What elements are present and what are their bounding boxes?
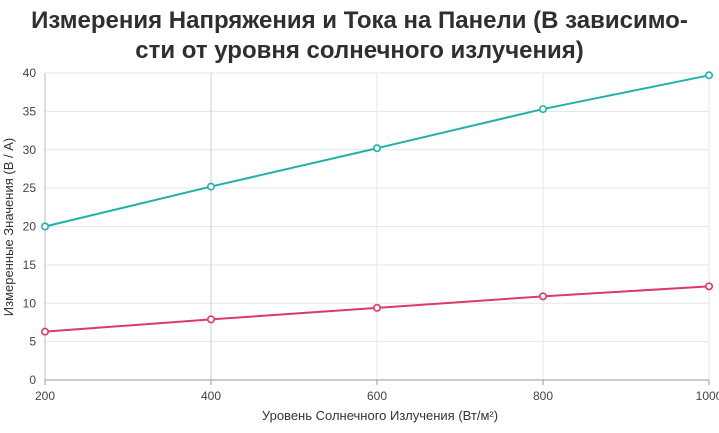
data-point-series-1 (538, 105, 547, 114)
data-point-series-2 (40, 327, 49, 336)
data-point-series-2 (372, 303, 381, 312)
y-tick-label: 5 (29, 335, 36, 349)
chart-title: Измерения Напряжения и Тока на Панели (В… (0, 6, 719, 66)
x-tick-label: 600 (367, 389, 387, 403)
grid-lines (44, 72, 710, 381)
y-tick-label: 30 (23, 143, 37, 157)
y-tick-label: 25 (23, 181, 37, 195)
data-point-series-2 (207, 315, 216, 324)
tick-labels: 0 5 10 15 20 25 30 35 40 200 400 600 800 1000 (23, 66, 719, 403)
y-tick-label: 10 (23, 296, 37, 310)
y-tick-label: 20 (23, 220, 37, 234)
y-tick-label: 0 (29, 373, 36, 387)
y-axis-label: Измеренные Значения (В / А) (1, 138, 16, 316)
data-point-series-1 (704, 71, 713, 80)
x-tick-label: 400 (201, 389, 221, 403)
data-point-series-1 (207, 182, 216, 191)
y-tick-label: 40 (23, 66, 37, 80)
x-axis-label: Уровень Солнечного Излучения (Вт/м²) (262, 408, 498, 423)
x-tick-label: 800 (533, 389, 553, 403)
y-tick-label: 15 (23, 258, 37, 272)
x-tick-label: 1000 (696, 389, 719, 403)
data-point-series-2 (704, 282, 713, 291)
data-point-series-1 (40, 222, 49, 231)
x-tick-label: 200 (35, 389, 55, 403)
y-tick-label: 35 (23, 104, 37, 118)
series-lines (40, 71, 713, 336)
data-point-series-2 (538, 292, 547, 301)
chart-title-line-1: Измерения Напряжения и Тока на Панели (В… (31, 7, 688, 34)
chart-title-line-2: сти от уровня солнечного излучения) (135, 37, 584, 64)
data-point-series-1 (372, 144, 381, 153)
